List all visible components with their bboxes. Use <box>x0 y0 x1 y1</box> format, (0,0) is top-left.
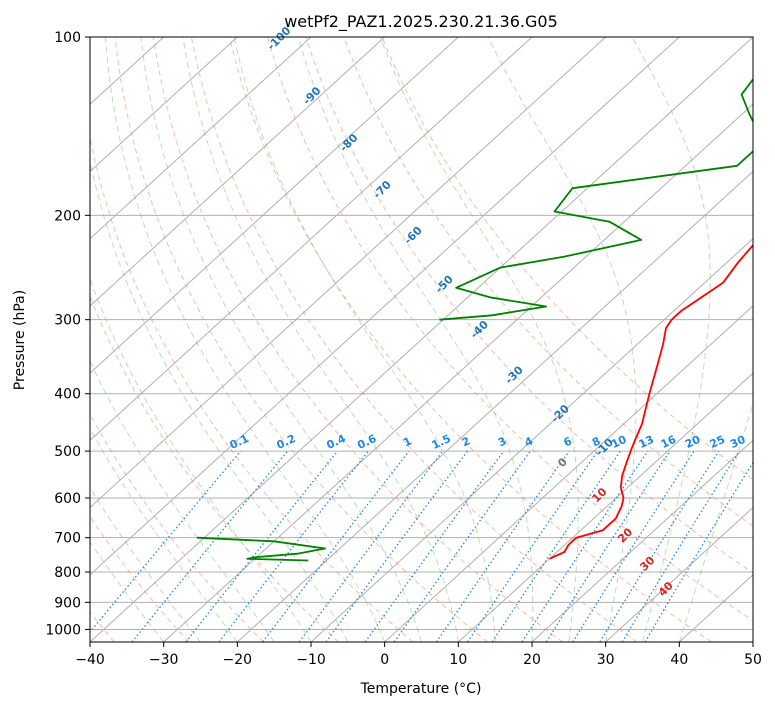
isotherm-line <box>90 37 680 576</box>
isotherm-line <box>531 439 753 642</box>
mixing-ratio-label: 30 <box>728 433 748 451</box>
y-tick-label: 600 <box>54 491 81 507</box>
x-tick-label: 40 <box>670 652 688 668</box>
y-axis: 100 200 300 400 500 600 700 800 900 1000 <box>45 30 90 638</box>
mixing-ratio-line <box>545 450 671 642</box>
plot-frame <box>89 36 754 643</box>
chart-title: wetPf2_PAZ1.2025.230.21.36.G05 <box>284 12 558 32</box>
moist-adiabat-line <box>631 37 711 642</box>
x-tick-label: 20 <box>523 652 541 668</box>
dry-adiabat-line <box>114 37 488 642</box>
isotherm-line <box>90 37 238 173</box>
x-tick-label: −10 <box>296 652 326 668</box>
profile-line-0 <box>549 244 753 560</box>
x-tick-label: 0 <box>380 652 389 668</box>
profile-line-2 <box>439 77 753 321</box>
moist-adiabat-line <box>90 359 275 642</box>
mixing-ratio-line <box>262 450 410 642</box>
mixing-ratio-line <box>131 450 289 642</box>
y-tick-label: 800 <box>54 565 81 581</box>
isotherm-line <box>457 372 753 642</box>
x-axis: −40 −30 −20 −10 0 10 20 30 40 50 <box>75 642 762 668</box>
dry-adiabat-line <box>229 37 712 642</box>
moist-adiabat-line <box>233 37 496 642</box>
y-tick-label: 700 <box>54 531 81 547</box>
isotherm-line <box>236 170 753 642</box>
moist-adiabat-line <box>90 277 312 642</box>
isotherm-line <box>384 305 753 642</box>
moist-adiabat-line <box>379 37 579 642</box>
mixing-ratio-line <box>298 450 444 642</box>
mixing-ratio-label: 10 <box>609 433 629 451</box>
moist-adiabat-line <box>104 37 386 642</box>
mixing-ratio-line <box>325 450 469 642</box>
y-tick-label: 900 <box>54 595 81 611</box>
x-tick-label: −20 <box>223 652 253 668</box>
mixing-ratio-line <box>393 450 531 642</box>
mixing-ratio-line <box>466 450 599 642</box>
y-tick-label: 400 <box>54 387 81 403</box>
mixing-ratio-line <box>521 450 649 642</box>
dry-adiabat-line <box>90 135 414 642</box>
isotherm-line <box>310 237 753 642</box>
isotherm-line <box>90 37 607 509</box>
isotherm-line <box>90 37 312 240</box>
dry-adiabat-line <box>305 37 753 574</box>
isotherm-line <box>90 37 386 307</box>
moist-adiabat-line <box>182 37 459 642</box>
dry-adiabat-line <box>267 37 753 622</box>
isotherm-line <box>605 506 753 642</box>
mixing-ratio-line <box>621 450 740 642</box>
mixing-ratio-line <box>90 450 242 634</box>
mixing-ratio-line <box>491 450 621 642</box>
mixing-ratio-label: 13 <box>637 433 656 451</box>
moist-adiabat-line <box>90 540 165 642</box>
moist-adiabat-line <box>678 401 753 642</box>
isotherm-line <box>90 37 753 642</box>
profile-line-1 <box>196 536 326 562</box>
dry-adiabat-line <box>343 37 753 527</box>
dry-adiabat-line <box>90 295 339 642</box>
x-tick-label: 30 <box>597 652 615 668</box>
dry-adiabat-line <box>90 515 190 642</box>
y-tick-label: 300 <box>54 313 81 329</box>
mixing-ratio-label: 20 <box>683 433 703 451</box>
mixing-ratio-line <box>435 450 570 642</box>
mixing-ratio-line <box>572 450 695 642</box>
y-axis-title: Pressure (hPa) <box>12 290 28 390</box>
mixing-ratio-label: 25 <box>708 433 727 451</box>
x-axis-title: Temperature (°C) <box>360 681 482 697</box>
x-tick-label: 10 <box>449 652 467 668</box>
data-lines <box>196 77 753 562</box>
x-tick-label: 50 <box>744 652 762 668</box>
mixing-ratio-line <box>185 450 339 642</box>
isotherm-line <box>90 37 533 442</box>
x-tick-label: −40 <box>75 652 105 668</box>
y-tick-label: 100 <box>54 30 81 46</box>
isotherm-line <box>90 37 459 374</box>
y-tick-label: 200 <box>54 208 81 224</box>
dry-adiabat-line <box>152 37 563 642</box>
moist-adiabat-line <box>90 427 238 642</box>
moist-adiabat-line <box>90 158 349 642</box>
dry-adiabat-line <box>190 37 638 642</box>
y-tick-label: 1000 <box>45 622 81 638</box>
mixing-ratio-label: 16 <box>659 433 679 451</box>
moist-adiabat-line <box>90 486 201 642</box>
moist-adiabat-line <box>297 37 534 642</box>
dry-adiabat-line <box>90 412 264 642</box>
x-tick-label: −30 <box>149 652 179 668</box>
y-tick-label: 500 <box>54 444 81 460</box>
mixing-ratio-line <box>364 450 505 642</box>
moist-adiabat-line <box>487 37 637 642</box>
moist-adiabat-line <box>140 37 422 642</box>
